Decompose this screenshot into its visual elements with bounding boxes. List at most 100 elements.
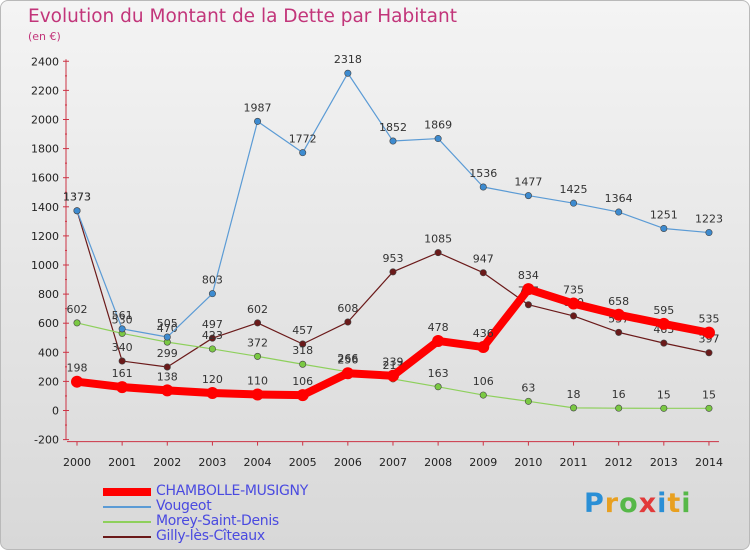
data-point	[615, 328, 623, 336]
data-label: 602	[67, 303, 88, 316]
proxiti-logo: Proxiti	[584, 488, 692, 519]
data-point	[208, 334, 216, 342]
data-label: 2318	[334, 53, 362, 66]
x-tick-label: 2010	[514, 456, 542, 469]
y-tick-label: 0	[52, 405, 59, 418]
legend-swatch	[103, 521, 151, 523]
data-point	[389, 137, 397, 145]
x-tick-label: 2004	[244, 456, 272, 469]
data-label: 1852	[379, 121, 407, 134]
data-point	[570, 199, 578, 207]
data-point	[479, 269, 487, 277]
x-tick-label: 2005	[289, 456, 317, 469]
data-point	[73, 207, 81, 215]
x-tick-label: 2002	[153, 456, 181, 469]
y-tick-label: 1600	[31, 172, 59, 185]
data-label: 595	[653, 304, 674, 317]
legend-swatch	[103, 488, 151, 496]
data-point	[477, 341, 490, 354]
data-point	[254, 117, 262, 125]
data-point	[570, 312, 578, 320]
y-tick-label: -200	[34, 434, 59, 447]
data-label: 372	[247, 336, 268, 349]
x-tick-label: 2001	[108, 456, 136, 469]
chart-title: Evolution du Montant de la Dette par Hab…	[28, 6, 457, 27]
legend-label: Morey-Saint-Denis	[156, 513, 279, 529]
x-tick-label: 2009	[469, 456, 497, 469]
data-label: 18	[567, 388, 581, 401]
y-tick-label: 800	[38, 288, 59, 301]
data-label: 1477	[514, 176, 542, 189]
data-label: 1364	[605, 192, 633, 205]
y-tick-label: 1400	[31, 201, 59, 214]
data-label: 106	[292, 375, 313, 388]
data-point	[344, 69, 352, 77]
data-label: 1251	[650, 208, 678, 221]
data-label: 457	[292, 324, 313, 337]
data-point	[615, 404, 623, 412]
series-line	[76, 210, 710, 368]
y-tick-label: 2400	[31, 55, 59, 68]
data-label: 436	[473, 327, 494, 340]
legend-swatch	[103, 506, 151, 508]
data-point	[254, 352, 262, 360]
data-point	[254, 319, 262, 327]
data-label: 658	[608, 295, 629, 308]
data-label: 803	[202, 274, 223, 287]
data-label: 1987	[244, 101, 272, 114]
data-point	[296, 389, 309, 402]
data-point	[208, 290, 216, 298]
data-label: 561	[112, 309, 133, 322]
data-label: 1085	[424, 233, 452, 246]
data-label: 15	[702, 388, 716, 401]
y-tick-label: 1200	[31, 230, 59, 243]
data-label: 478	[428, 321, 449, 334]
data-label: 239	[382, 356, 403, 369]
data-point	[434, 249, 442, 257]
data-point	[73, 319, 81, 327]
data-point	[161, 384, 174, 397]
logo-letter: r	[604, 488, 620, 519]
x-tick-label: 2003	[198, 456, 226, 469]
data-point	[299, 340, 307, 348]
data-point	[479, 183, 487, 191]
data-label: 423	[202, 329, 223, 342]
data-point	[163, 363, 171, 371]
data-label: 1869	[424, 119, 452, 132]
data-label: 505	[157, 317, 178, 330]
x-tick-label: 2011	[560, 456, 588, 469]
data-point	[705, 229, 713, 237]
legend-label: Gilly-lès-Cîteaux	[156, 528, 265, 544]
data-label: 1536	[469, 167, 497, 180]
data-point	[660, 404, 668, 412]
data-point	[615, 208, 623, 216]
legend-label: Vougeot	[156, 498, 212, 514]
data-point	[434, 135, 442, 143]
logo-letter: P	[584, 488, 605, 519]
data-label: 1373	[63, 191, 91, 204]
data-point	[389, 268, 397, 276]
data-label: 163	[428, 367, 449, 380]
legend-label: CHAMBOLLE-MUSIGNY	[156, 483, 308, 499]
data-label: 535	[698, 313, 719, 326]
data-label: 110	[247, 374, 268, 387]
data-point	[660, 224, 668, 232]
y-tick-label: 1800	[31, 143, 59, 156]
data-label: 120	[202, 373, 223, 386]
data-point	[434, 383, 442, 391]
data-point	[299, 149, 307, 157]
data-label: 16	[612, 388, 626, 401]
data-point	[522, 283, 535, 296]
logo-letter: t	[667, 488, 682, 519]
data-label: 198	[67, 362, 88, 375]
x-tick-label: 2014	[695, 456, 723, 469]
data-point	[208, 345, 216, 353]
data-label: 1772	[289, 133, 317, 146]
data-point	[163, 333, 171, 341]
data-point	[432, 334, 445, 347]
data-label: 138	[157, 370, 178, 383]
data-point	[479, 391, 487, 399]
data-label: 318	[292, 344, 313, 357]
x-tick-label: 2012	[605, 456, 633, 469]
